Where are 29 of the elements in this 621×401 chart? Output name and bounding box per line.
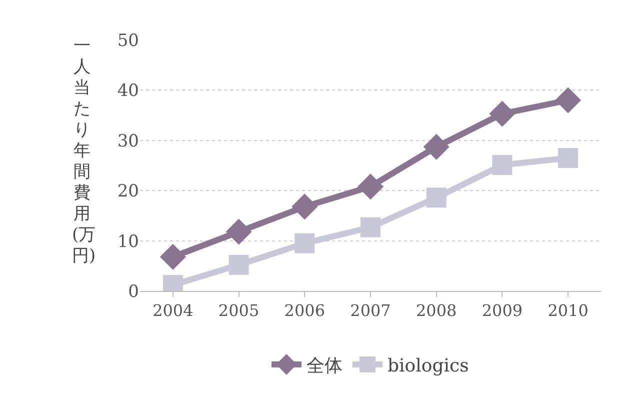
- point: [228, 254, 249, 275]
- point: [294, 233, 315, 254]
- point: [160, 244, 186, 270]
- text: 一人当たり年間費用(万円): [72, 36, 96, 266]
- x-tick-label: 2004: [152, 301, 194, 320]
- point: [358, 174, 384, 200]
- x-tick-label: 2008: [416, 301, 457, 320]
- y-tick-label: 20: [117, 182, 139, 202]
- point: [423, 134, 450, 160]
- point: [555, 87, 582, 114]
- y-tick-label: 40: [117, 81, 139, 102]
- point: [226, 218, 252, 245]
- x-tick-label: 2009: [482, 301, 523, 320]
- x-tick-label: 2007: [350, 301, 391, 320]
- point: [360, 217, 380, 238]
- y-tick-label: 30: [117, 131, 139, 152]
- x-tick-label: 2010: [548, 301, 588, 320]
- x-tick-label: 2006: [284, 301, 325, 320]
- point: [492, 155, 512, 175]
- x-tick-label: 2005: [218, 301, 260, 320]
- point: [292, 194, 318, 220]
- point: [426, 188, 446, 208]
- point: [489, 100, 516, 127]
- legend-label: 全体: [306, 355, 342, 376]
- y-tick-label: 10: [117, 232, 139, 252]
- point: [558, 148, 578, 168]
- y-tick-label: 50: [117, 30, 139, 51]
- y-tick-label: 0: [128, 282, 139, 302]
- legend-label: biologics: [388, 355, 469, 376]
